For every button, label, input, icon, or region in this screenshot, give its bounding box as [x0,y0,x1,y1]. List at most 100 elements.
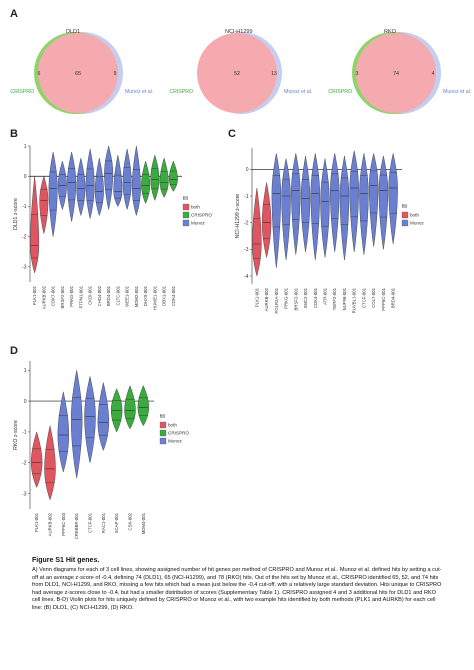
legend-swatch-munoz [182,219,190,227]
venn-munoz-label: Munoz et al. [284,89,312,95]
venn-munoz-count: 9 [114,71,117,77]
y-axis-label: DLD1 z-score [13,198,19,230]
violin-cdk4-001 [168,160,178,192]
violin-cltc-001 [113,155,123,207]
venn-crispro-label: CRISPRO [169,89,193,95]
venn-munoz-label: Munoz et al. [125,89,153,95]
x-tick-label: CREBBP-001 [74,512,79,539]
x-tick-label: BRD4-001 [391,287,396,308]
x-tick-label: RAC1-001 [101,512,106,533]
venn-overlap [38,33,118,113]
violin-brd4-001 [104,145,114,210]
x-tick-label: BRSF2-001 [293,287,298,310]
legend-swatch-crispro [159,429,167,437]
legend-label-both: both [191,205,200,210]
violin-dhx9-001 [141,160,151,204]
y-tick-label: -4 [244,274,249,280]
x-tick-label: ATR-001 [323,287,328,304]
x-tick-label: WEE1-001 [125,285,130,306]
x-tick-label: CSK-002 [128,512,133,530]
x-tick-label: SCAP-001 [114,512,119,533]
x-tick-label: PRKG-001 [284,287,289,308]
violin-prkg-001 [67,151,77,222]
violin-plk1-001 [30,431,43,488]
violin-mdm4-001 [137,385,150,427]
legend-swatch-both [401,211,409,219]
y-tick-label: -2 [244,220,249,226]
x-tick-label: CTCF-001 [88,512,93,533]
y-tick-label: -1 [22,430,27,436]
violin-ptpn1-001 [76,158,86,217]
violin-col7-001 [368,153,379,247]
legend-label-munoz: Munoz [168,439,182,444]
violin-smc2-001 [300,155,311,253]
x-tick-label: CLTC-001 [115,285,120,305]
x-tick-label: CDK7-001 [51,285,56,306]
y-tick-label: 1 [24,368,27,374]
x-tick-label: OBX1-001 [162,285,167,306]
legend-label-both: both [168,423,177,428]
venn-nci-h1299: NCI-H1299 52 13 CRISPRO Munoz et al. [169,29,312,114]
x-tick-label: BRSF2-001 [60,285,65,308]
x-tick-label: AURKB-002 [264,287,269,311]
x-tick-label: CHD4-002 [97,285,102,306]
venn-crispro-label: CRISPRO [328,89,352,95]
y-tick-label: -3 [22,491,27,497]
x-tick-label: MDM2-001 [134,285,139,307]
y-axis-label: RKO z-score [13,420,19,450]
figure-caption: Figure S1 Hit genes. A) Venn diagrams fo… [32,556,442,613]
venn-diagrams: DLD1 65 6 9 CRISPRO Munoz et al. NCI-H1299 52 1… [10,29,471,114]
y-tick-label: -1 [244,194,249,200]
violin-obx1-001 [159,157,169,198]
caption-body: A) Venn diagrams for each of 3 cell line… [32,567,442,611]
venn-crispro-count: 6 [38,71,41,77]
legend-swatch-munoz [159,437,167,445]
y-tick-label: -2 [22,461,27,467]
violin-prkg-001 [281,158,291,261]
panel-label-c: C [228,128,236,140]
x-tick-label: CTCF-001 [361,287,366,308]
violin-aurkb-002 [44,425,56,501]
venn-crispro-label: CRISPRO [10,89,34,95]
x-tick-label: SMC2-001 [303,287,308,308]
violin-ruvbl1-001 [349,150,359,253]
x-tick-label: POLR2A-001 [274,287,279,313]
violin-plot-rko: 1 0 -1 -2 -3 RKO z-score PLK1-001 AURKB-002 PPP6… [13,361,189,539]
x-tick-label: DHX9-001 [143,285,148,306]
figure: A B C D DLD1 65 6 9 CRISPRO Munoz et al. NCI-… [10,8,471,539]
venn-both-count: 65 [75,71,81,77]
violin-mdm2-001 [131,145,141,217]
y-tick-label: 1 [24,144,27,150]
x-tick-label: CKDI-001 [88,285,93,304]
violin-chd4-002 [94,158,104,217]
x-tick-label: PLK1-001 [32,285,37,305]
x-tick-label: PLK1-001 [34,512,39,532]
legend-label-crispro: CRISPRO [168,431,189,436]
legend-label-munoz: Munoz [191,221,205,226]
x-tick-label: NUP98-001 [342,287,347,310]
legend-title: fill [160,414,165,420]
venn-munoz-count: 13 [271,71,277,77]
legend-title: fill [402,204,407,210]
violin-plk1-001 [30,176,40,274]
violin-polr2a-001 [271,153,282,269]
legend-title: fill [183,196,188,202]
x-tick-label: COL7-001 [371,287,376,307]
y-tick-label: -1 [22,204,27,210]
x-tick-label: AURKB-002 [48,512,53,536]
venn-dld1: DLD1 65 6 9 CRISPRO Munoz et al. [10,29,153,114]
x-tick-label: AURKB-002 [41,285,46,309]
violin-ppp6c-003 [57,391,70,473]
legend-label-munoz: Munoz [410,221,424,226]
x-tick-label: CDK4-001 [171,285,176,306]
x-tick-label: PTPN1-001 [78,285,83,308]
violin-cdk4-001 [310,153,320,261]
violin-cdk7-001 [48,152,58,237]
violin-aurkb-002 [261,182,272,258]
violin-huwe1-001 [150,154,160,201]
violin-brd4-001 [388,153,398,245]
violin-aurkb-002 [39,175,49,234]
venn-munoz-count: 4 [432,71,435,77]
y-tick-label: -2 [22,234,27,240]
y-tick-label: 0 [24,174,27,180]
